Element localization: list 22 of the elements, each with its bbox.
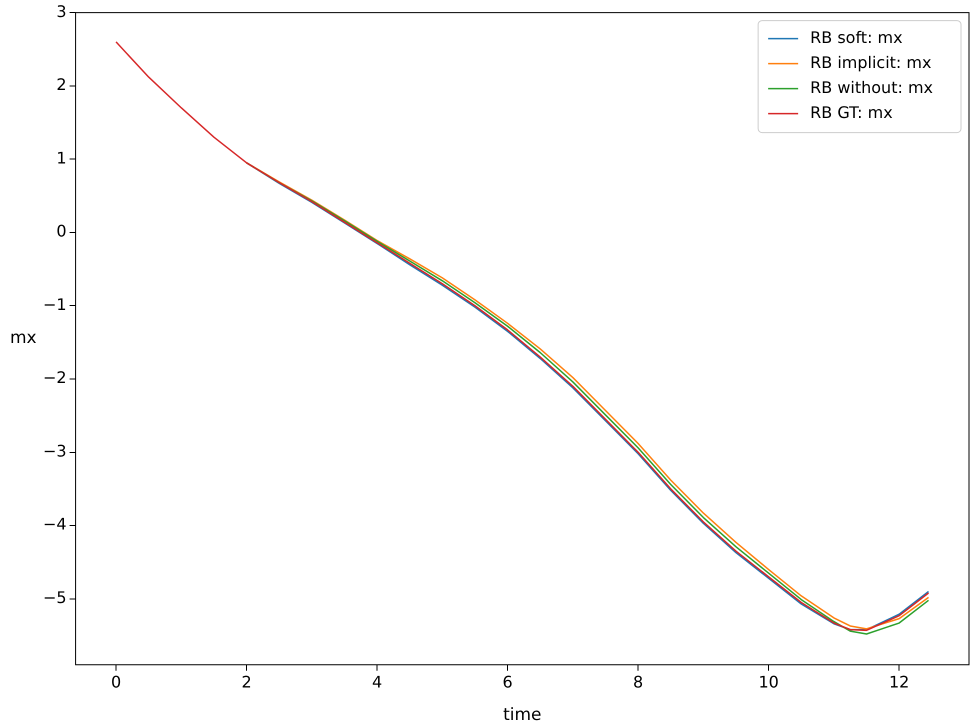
x-tick-label: 10 bbox=[758, 672, 779, 692]
x-tick-label: 8 bbox=[633, 672, 644, 692]
y-tick-label: −1 bbox=[42, 294, 67, 314]
y-tick-label: 3 bbox=[56, 2, 67, 21]
legend-label: RB implicit: mx bbox=[810, 52, 932, 72]
y-tick-label: −2 bbox=[42, 368, 67, 388]
y-tick-label: 0 bbox=[56, 222, 67, 241]
x-tick-label: 2 bbox=[241, 672, 252, 692]
x-tick-label: 0 bbox=[110, 672, 122, 692]
x-axis-title: time bbox=[503, 704, 542, 725]
y-axis-title: mx bbox=[10, 328, 37, 348]
y-tick-label: −5 bbox=[42, 588, 67, 608]
legend-label: RB soft: mx bbox=[810, 28, 903, 47]
y-tick-label: −4 bbox=[42, 514, 67, 534]
x-tick-label: 4 bbox=[372, 672, 382, 692]
y-tick-label: 1 bbox=[56, 148, 67, 168]
y-tick-label: 2 bbox=[56, 75, 67, 94]
legend-label: RB without: mx bbox=[810, 78, 933, 97]
x-tick-label: 6 bbox=[502, 672, 513, 692]
legend-label: RB GT: mx bbox=[810, 102, 893, 122]
y-tick-label: −3 bbox=[42, 441, 67, 460]
x-tick-label: 12 bbox=[888, 672, 910, 692]
